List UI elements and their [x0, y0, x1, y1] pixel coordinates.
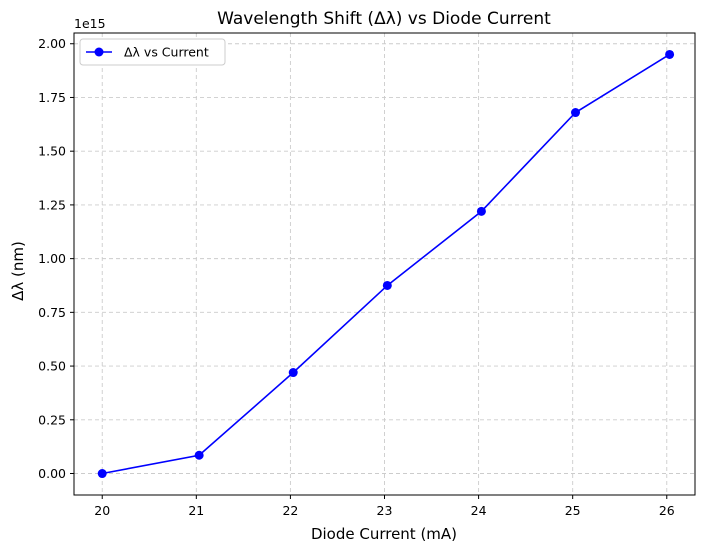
x-tick-label: 25 — [565, 503, 581, 518]
legend-box — [79, 38, 226, 66]
data-point — [571, 108, 581, 118]
y-tick-label: 0.00 — [38, 466, 66, 481]
chart-title: Wavelength Shift (Δλ) vs Diode Current — [217, 9, 551, 29]
x-axis-label: Diode Current (mA) — [311, 525, 457, 543]
data-point — [194, 450, 204, 460]
grid — [74, 33, 695, 495]
y-tick-label: 1.50 — [38, 144, 66, 159]
x-tick-label: 21 — [188, 503, 204, 518]
series-layer — [97, 49, 675, 479]
legend-label: Δλ vs Current — [124, 45, 209, 60]
legend-marker-swatch — [94, 47, 104, 57]
x-tick-label: 23 — [377, 503, 393, 518]
data-point — [97, 469, 107, 479]
data-point — [288, 368, 298, 378]
x-tick-label: 26 — [659, 503, 675, 518]
plot-frame — [73, 32, 696, 496]
data-point — [382, 280, 392, 290]
y-tick-label: 1.25 — [38, 197, 66, 212]
x-tick-label: 22 — [282, 503, 298, 518]
y-ticks: 0.00 0.25 0.50 0.75 1.00 1.25 1.50 1.75 2.00 — [38, 36, 74, 481]
y-tick-label: 0.75 — [38, 305, 66, 320]
x-tick-label: 20 — [94, 503, 110, 518]
data-point — [476, 206, 486, 216]
y-tick-label: 1.00 — [38, 251, 66, 266]
y-tick-label: 2.00 — [38, 36, 66, 51]
y-tick-label: 0.25 — [38, 412, 66, 427]
y-offset-label: 1e15 — [74, 16, 106, 31]
y-tick-label: 1.75 — [38, 90, 66, 105]
legend: Δλ vs Current — [79, 38, 226, 66]
x-tick-label: 24 — [471, 503, 487, 518]
x-ticks: 20 21 22 23 24 25 26 — [94, 495, 675, 518]
y-tick-label: 0.50 — [38, 359, 66, 374]
y-axis-label: Δλ (nm) — [9, 241, 27, 301]
data-point — [665, 49, 675, 59]
